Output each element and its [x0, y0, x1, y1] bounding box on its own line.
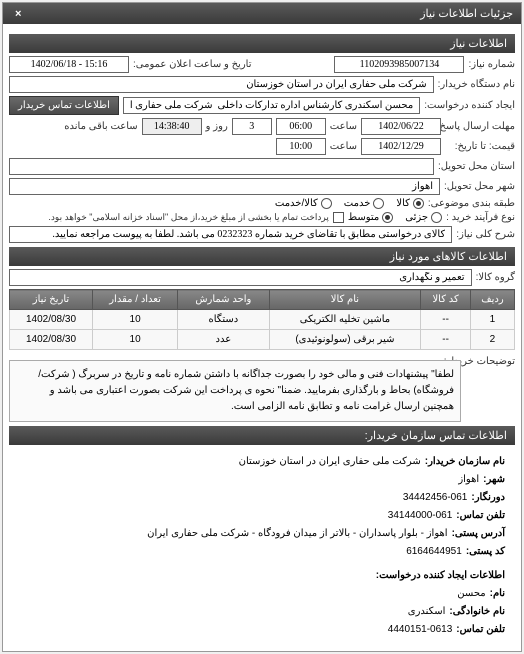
c-fname: محسن [457, 585, 485, 603]
c-phone-label: تلفن تماس: [456, 507, 505, 525]
close-icon[interactable]: × [15, 8, 21, 20]
remain-label: ساعت باقی مانده [64, 121, 137, 132]
main-body: اطلاعات نیاز شماره نیاز: تاریخ و ساعت اع… [3, 24, 521, 651]
public-announce-input [9, 56, 129, 73]
req-number-label: شماره نیاز: [468, 59, 515, 70]
table-cell: عدد [178, 330, 269, 350]
table-header: ردیف [470, 290, 514, 310]
c-city: اهواز [458, 471, 479, 489]
c-postal: 6164644951 [406, 543, 462, 561]
time-label-2: ساعت [330, 141, 357, 152]
proc-radio-2[interactable] [382, 212, 393, 223]
main-panel: جزئیات اطلاعات نیاز × اطلاعات نیاز شماره… [2, 2, 522, 652]
pkg-radio-3[interactable] [321, 198, 332, 209]
group-label: گروه کالا: [476, 272, 515, 283]
table-header: کد کالا [421, 290, 471, 310]
deadline-date-input [361, 118, 441, 135]
remain-time [142, 118, 202, 135]
until-date-input [361, 138, 441, 155]
table-cell: شیر برقی (سولونوئیدی) [269, 330, 421, 350]
pkg-opt2: خدمت [344, 198, 371, 209]
c-fax: 34442456-061 [403, 489, 468, 507]
table-cell: 10 [92, 310, 177, 330]
proc-opt1: جزئی [405, 212, 428, 223]
req-number-input [334, 56, 464, 73]
pkg-radio-2[interactable] [373, 198, 384, 209]
section-contact: اطلاعات تماس سازمان خریدار: [9, 426, 515, 445]
proc-radio-1[interactable] [431, 212, 442, 223]
c-fname-label: نام: [490, 585, 505, 603]
contact-buyer-button[interactable]: اطلاعات تماس خریدار [9, 96, 119, 115]
table-cell: 10 [92, 330, 177, 350]
main-panel-header: جزئیات اطلاعات نیاز × [3, 3, 521, 24]
table-row: 2--شیر برقی (سولونوئیدی)عدد101402/08/30 [10, 330, 515, 350]
table-cell: ماشین تخلیه الکتریکی [269, 310, 421, 330]
creator-input [123, 97, 420, 114]
group-input [9, 269, 472, 286]
c-lname: اسکندری [408, 603, 446, 621]
c-address-label: آدرس پستی: [452, 525, 505, 543]
deadline-time-input [276, 118, 326, 135]
c-lname-label: نام خانوادگی: [449, 603, 505, 621]
packaging-label: طبقه بندی موضوعی: [428, 198, 515, 209]
pkg-opt1: کالا [396, 198, 410, 209]
process-note: پرداخت تمام یا بخشی از مبلغ خرید،از محل … [48, 212, 328, 223]
c-phone: 34144000-061 [388, 507, 453, 525]
days-input [232, 118, 272, 135]
table-cell: دستگاه [178, 310, 269, 330]
subject-input [9, 226, 452, 243]
public-announce-label: تاریخ و ساعت اعلان عمومی: [133, 59, 252, 70]
buyer-desc-label: توضیحات خریدار: [465, 356, 515, 367]
table-cell: -- [421, 310, 471, 330]
table-cell: 1402/08/30 [10, 310, 93, 330]
c-postal-label: کد پستی: [466, 543, 505, 561]
section-items: اطلاعات کالاهای مورد نیاز [9, 247, 515, 266]
delivery-city-input [9, 178, 440, 195]
pkg-radio-1[interactable] [413, 198, 424, 209]
table-row: 1--ماشین تخلیه الکتریکیدستگاه101402/08/3… [10, 310, 515, 330]
pkg-opt3: کالا/خدمت [275, 198, 318, 209]
process-label: نوع فرآیند خرید : [446, 212, 515, 223]
table-cell: -- [421, 330, 471, 350]
buyer-desc-text: لطفا" پیشنهادات فنی و مالی خود را بصورت … [9, 360, 461, 422]
table-cell: 1402/08/30 [10, 330, 93, 350]
items-table: ردیفکد کالانام کالاواحد شمارشتعداد / مقد… [9, 289, 515, 350]
subject-label: شرح کلی نیاز: [456, 229, 515, 240]
c-address: اهواز - بلوار پاسداران - بالاتر از میدان… [147, 525, 447, 543]
buyer-org-label: نام دستگاه خریدار: [438, 79, 515, 90]
table-header: واحد شمارش [178, 290, 269, 310]
process-radio-group: جزئی متوسط [348, 212, 442, 223]
days-label: روز و [206, 121, 228, 132]
c-city-label: شهر: [483, 471, 505, 489]
c-fax-label: دورنگار: [471, 489, 505, 507]
c-cphone: 4440151-0613 [388, 621, 453, 639]
delivery-city-label: شهر محل تحویل: [444, 181, 515, 192]
c-creator-section: اطلاعات ایجاد کننده درخواست: [376, 567, 505, 585]
table-header: تعداد / مقدار [92, 290, 177, 310]
until-time-input [276, 138, 326, 155]
creator-label: ایجاد کننده درخواست: [424, 100, 515, 111]
table-header: نام کالا [269, 290, 421, 310]
time-label-1: ساعت [330, 121, 357, 132]
delivery-state-input [9, 158, 434, 175]
table-header: تاریخ نیاز [10, 290, 93, 310]
buyer-org-input [9, 76, 434, 93]
c-org: شرکت ملی حفاری ایران در استان خوزستان [239, 453, 421, 471]
panel-title: جزئیات اطلاعات نیاز [420, 7, 513, 20]
until-label: قیمت: تا تاریخ: [445, 141, 515, 152]
treasury-checkbox[interactable] [333, 212, 344, 223]
deadline-label: مهلت ارسال پاسخ: تا تاریخ: [445, 121, 515, 132]
delivery-state-label: استان محل تحویل: [438, 161, 515, 172]
table-cell: 2 [470, 330, 514, 350]
proc-opt2: متوسط [348, 212, 379, 223]
contact-block: نام سازمان خریدار:شرکت ملی حفاری ایران د… [9, 447, 515, 645]
section-info: اطلاعات نیاز [9, 34, 515, 53]
packaging-radio-group: کالا خدمت کالا/خدمت [275, 198, 424, 209]
c-cphone-label: تلفن تماس: [456, 621, 505, 639]
table-cell: 1 [470, 310, 514, 330]
c-org-label: نام سازمان خریدار: [425, 453, 505, 471]
